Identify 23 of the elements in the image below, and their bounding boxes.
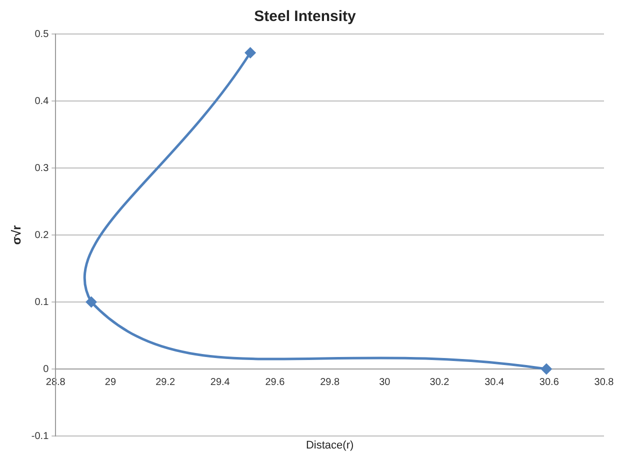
x-tick-label: 29.2: [156, 376, 176, 388]
point: [541, 364, 552, 374]
chart-title: Steel Intensity: [254, 8, 357, 26]
y-tick-label: 0.4: [34, 96, 50, 107]
x-tick-label: 29.8: [320, 376, 340, 388]
x-tick-label: 29: [104, 376, 116, 388]
y-tick-label: 0: [43, 364, 50, 375]
point: [245, 48, 256, 58]
y-axis-title: σ√r: [10, 224, 24, 245]
point: [86, 296, 97, 308]
y-tick-label: 0.2: [34, 230, 50, 241]
y-tick-label: 0.1: [34, 296, 50, 308]
x-tick-label: 29.6: [265, 376, 286, 388]
x-tick-label: 30.8: [594, 376, 614, 388]
y-tick-label: 0.3: [34, 162, 50, 174]
y-tick-label: -0.1: [31, 430, 50, 442]
x-tick-label: 30.2: [430, 376, 450, 388]
y-tick-label: 0.5: [34, 28, 50, 40]
x-tick-label: 29.4: [210, 376, 230, 388]
x-tick-label: 30: [379, 376, 391, 388]
x-tick-label: 30.6: [539, 376, 560, 388]
x-tick-label: 30.4: [484, 376, 504, 388]
x-axis-title: Distace(r): [306, 440, 354, 452]
